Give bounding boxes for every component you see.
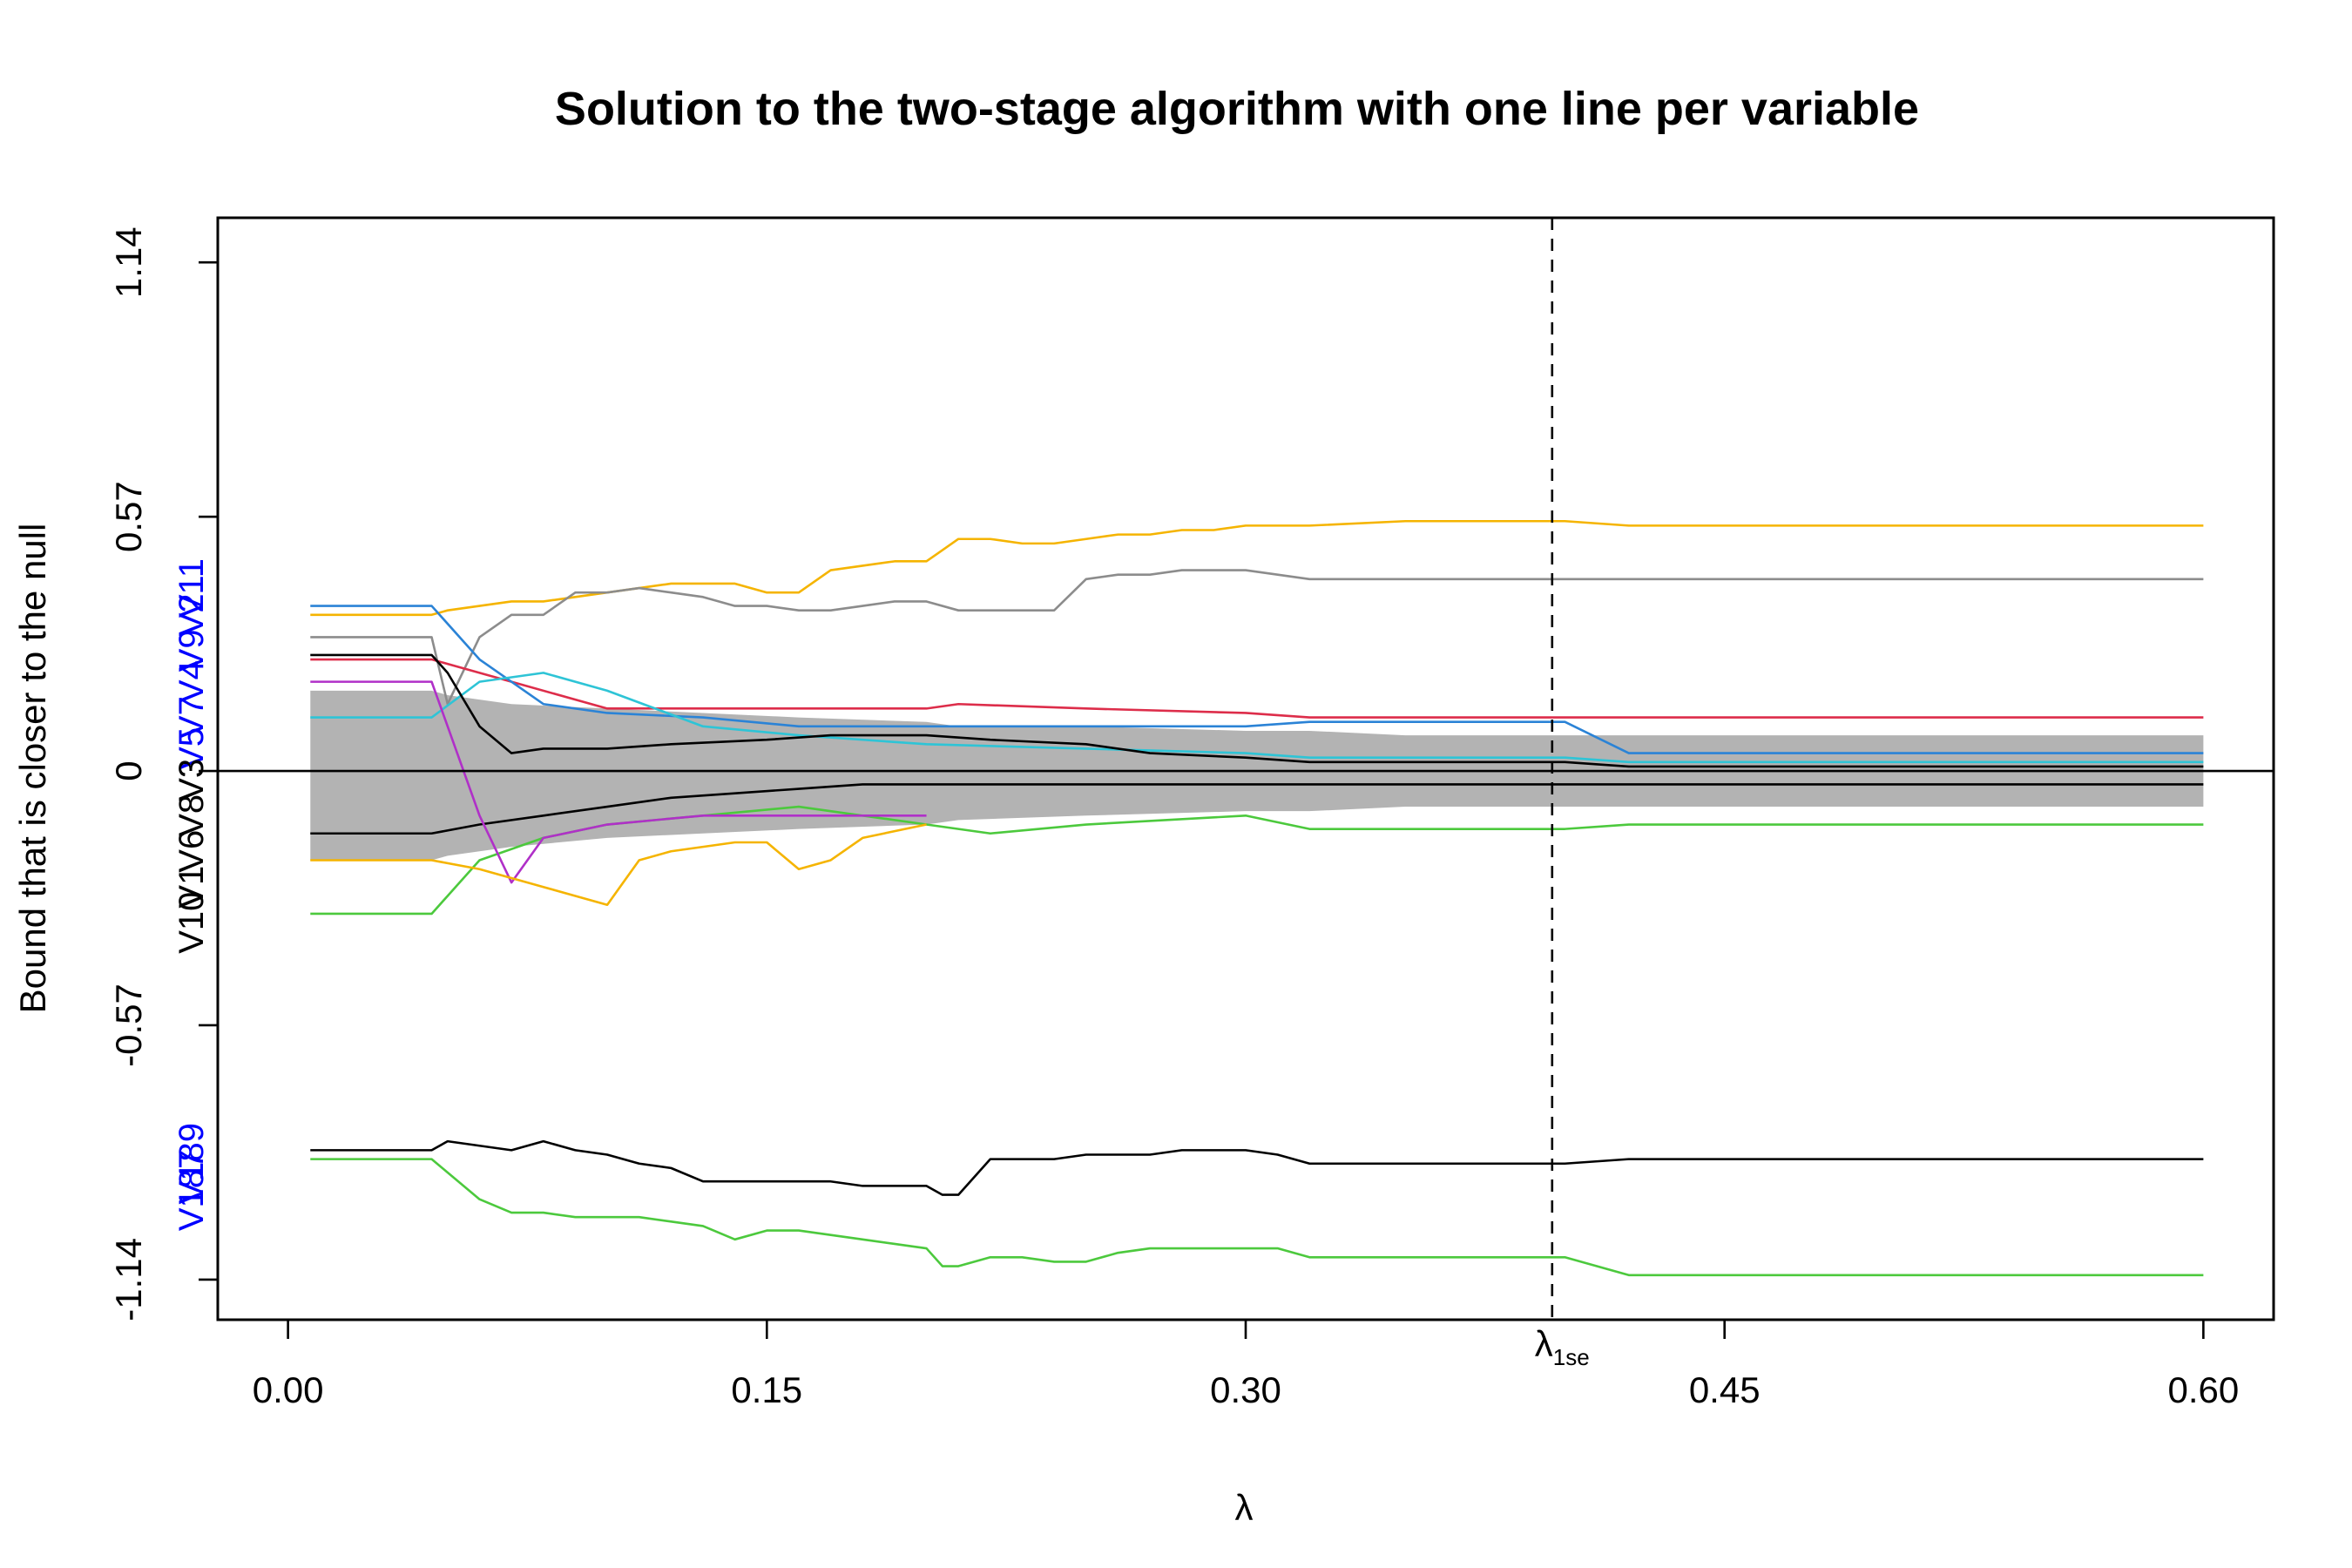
y-tick-label: -0.57 <box>108 983 149 1067</box>
series-line-1 <box>310 519 2204 617</box>
series-line-8 <box>310 805 2204 916</box>
variable-label: V8 <box>172 794 211 837</box>
lambda-1se-label: λ1se <box>1535 1323 1590 1370</box>
series-line-4 <box>310 605 2204 754</box>
variable-label: V9 <box>172 629 211 672</box>
y-tick-label: -1.14 <box>108 1238 149 1321</box>
series-line-7 <box>310 783 2204 835</box>
series-line-6 <box>310 653 2204 768</box>
x-tick-label: 0.60 <box>2168 1369 2240 1410</box>
x-tick-label: 0.30 <box>1210 1369 1281 1410</box>
x-tick-label: 0.00 <box>253 1369 324 1410</box>
y-tick-label: 0.57 <box>108 481 149 552</box>
series-line-3 <box>310 658 2204 719</box>
series-line-10 <box>310 823 927 907</box>
variable-label: V10 <box>172 892 211 954</box>
y-tick-label: 1.14 <box>108 226 149 298</box>
x-tick-label: 0.45 <box>1689 1369 1761 1410</box>
series-line-11 <box>310 1139 2204 1196</box>
variable-label: V3 <box>172 759 211 801</box>
variable-label: V11 <box>172 558 211 618</box>
variable-label: V6 <box>172 830 211 873</box>
variable-label: V7 <box>172 696 211 739</box>
series-line-12 <box>310 1158 2204 1277</box>
y-tick-label: 0 <box>108 760 149 781</box>
variable-label: V187 <box>172 1150 211 1231</box>
series-line-2 <box>310 569 2204 706</box>
variable-label: V5 <box>172 727 211 770</box>
x-axis-label: λ <box>1235 1487 1254 1528</box>
series-line-5 <box>310 672 2204 764</box>
x-tick-label: 0.15 <box>731 1369 802 1410</box>
variable-label: V189 <box>172 1123 211 1204</box>
variable-label: V2 <box>172 593 211 636</box>
lambda-1se-subscript: 1se <box>1553 1344 1590 1370</box>
series-line-9 <box>310 680 927 884</box>
variable-label: V1 <box>172 866 211 909</box>
variable-label: V4 <box>172 660 211 703</box>
y-axis-label: Bound that is closer to the null <box>12 524 53 1014</box>
confidence-band <box>310 690 2204 861</box>
chart-title: Solution to the two-stage algorithm with… <box>555 83 1919 135</box>
